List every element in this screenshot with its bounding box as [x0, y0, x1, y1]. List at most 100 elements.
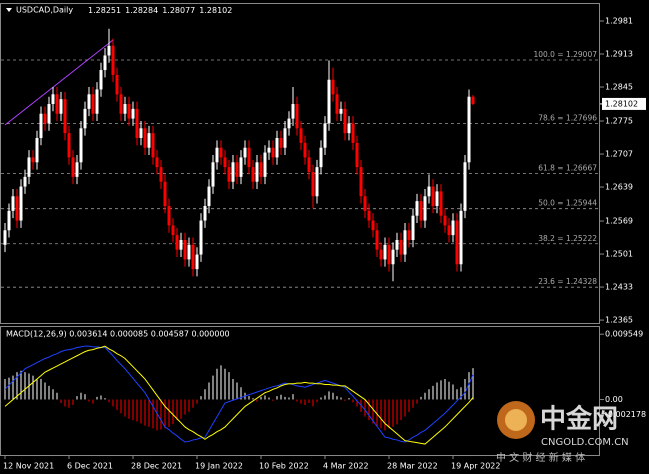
candle-body — [211, 162, 215, 187]
candle-body — [135, 108, 139, 139]
candle-body — [411, 215, 415, 240]
candle-body — [167, 205, 171, 226]
fib-label: 50.0 = 1.25944 — [538, 199, 597, 208]
x-tick-label: 19 Jan 2022 — [195, 462, 243, 471]
ohlc-close: 1.28102 — [199, 6, 232, 15]
candle-body — [323, 123, 327, 148]
candle-body — [379, 249, 383, 260]
candle-body — [415, 201, 419, 216]
candle-body — [195, 254, 199, 270]
candle-body — [311, 171, 315, 197]
y-tick-label: 1.2639 — [605, 183, 633, 192]
candle-body — [403, 230, 407, 255]
candle-body — [363, 196, 367, 211]
candle-body — [139, 128, 143, 139]
candle-body — [55, 94, 59, 114]
fib-label: 78.6 = 1.27696 — [538, 114, 597, 123]
candle-body — [127, 104, 131, 119]
candle-body — [267, 147, 271, 153]
candle-body — [199, 220, 203, 255]
candle-body — [467, 96, 471, 163]
candle-body — [191, 244, 195, 270]
candle-body — [299, 128, 303, 143]
y-tick-label: 1.2707 — [605, 150, 633, 159]
candle-body — [451, 220, 455, 236]
candle-body — [395, 239, 399, 250]
candle-body — [335, 94, 339, 114]
candle-body — [447, 225, 451, 236]
y-tick-label: 1.2433 — [605, 283, 633, 292]
candle-body — [399, 239, 403, 255]
y-tick-label: 1.2501 — [605, 250, 633, 259]
candle-body — [175, 235, 179, 250]
macd-title: MACD(12,26,9) 0.003614 0.000085 0.004587… — [6, 330, 230, 339]
candle-body — [11, 196, 15, 211]
y-tick-label: 1.2913 — [605, 50, 633, 59]
candle-body — [155, 157, 159, 168]
macd-line — [4, 345, 474, 443]
candle-body — [219, 147, 223, 158]
candle-body — [179, 239, 183, 250]
candle-body — [291, 104, 295, 119]
candle-body — [223, 157, 227, 168]
candle-body — [207, 186, 211, 206]
candle-body — [99, 70, 103, 90]
x-tick-label: 19 Apr 2022 — [451, 462, 500, 471]
candle-body — [159, 167, 163, 182]
fib-label: 100.0 = 1.29007 — [533, 50, 597, 59]
candle-body — [23, 176, 27, 187]
candle-body — [51, 94, 55, 105]
y-tick-label: 1.2775 — [605, 117, 633, 126]
current-price-box — [602, 97, 646, 110]
candle-body — [39, 113, 43, 139]
candle-body — [103, 55, 107, 71]
candle-body — [427, 186, 431, 197]
candle-body — [47, 104, 51, 124]
candle-body — [371, 220, 375, 231]
candle-body — [375, 230, 379, 250]
candle-body — [327, 79, 331, 124]
candle-body — [367, 210, 371, 221]
candle-body — [87, 94, 91, 109]
candle-body — [171, 225, 175, 236]
candle-body — [359, 167, 363, 197]
candle-body — [231, 162, 235, 182]
candle-body — [355, 142, 359, 168]
candle-body — [351, 123, 355, 143]
symbol-menu-arrow[interactable] — [6, 8, 12, 12]
candle-body — [435, 191, 439, 206]
candle-body — [183, 239, 187, 260]
y-tick-label: 1.2981 — [605, 16, 633, 25]
candle-body — [151, 133, 155, 158]
fib-label: 38.2 = 1.25222 — [538, 234, 597, 243]
y-tick-label: -0.002178 — [605, 410, 646, 419]
candle-body — [91, 94, 95, 114]
x-tick-label: 10 Feb 2022 — [259, 462, 309, 471]
chart-title: USDCAD,Daily — [16, 6, 73, 15]
candle-body — [239, 157, 243, 177]
macd-line — [4, 345, 474, 445]
candle-body — [279, 138, 283, 148]
watermark-site: CNGOLD.COM.CN — [541, 437, 629, 448]
ohlc-high: 1.28284 — [125, 6, 158, 15]
y-tick-label: 0.009549 — [605, 330, 643, 339]
watermark-tagline: 中 文 财 经 新 媒 体 — [496, 451, 585, 464]
candle-body — [319, 147, 323, 168]
candle-body — [131, 108, 135, 119]
candle-body — [243, 147, 247, 158]
candle-body — [143, 128, 147, 148]
candle-body — [443, 215, 447, 226]
candle-body — [163, 181, 167, 206]
candle-body — [43, 113, 47, 124]
candle-body — [31, 157, 35, 163]
candle-body — [203, 205, 207, 221]
candle-body — [419, 201, 423, 221]
candle-body — [339, 108, 343, 114]
candle-body — [295, 104, 299, 129]
candle-body — [431, 186, 435, 206]
y-tick-label: 0.00 — [605, 395, 623, 404]
watermark-logo-inner — [505, 409, 527, 431]
candle-body — [83, 108, 87, 129]
